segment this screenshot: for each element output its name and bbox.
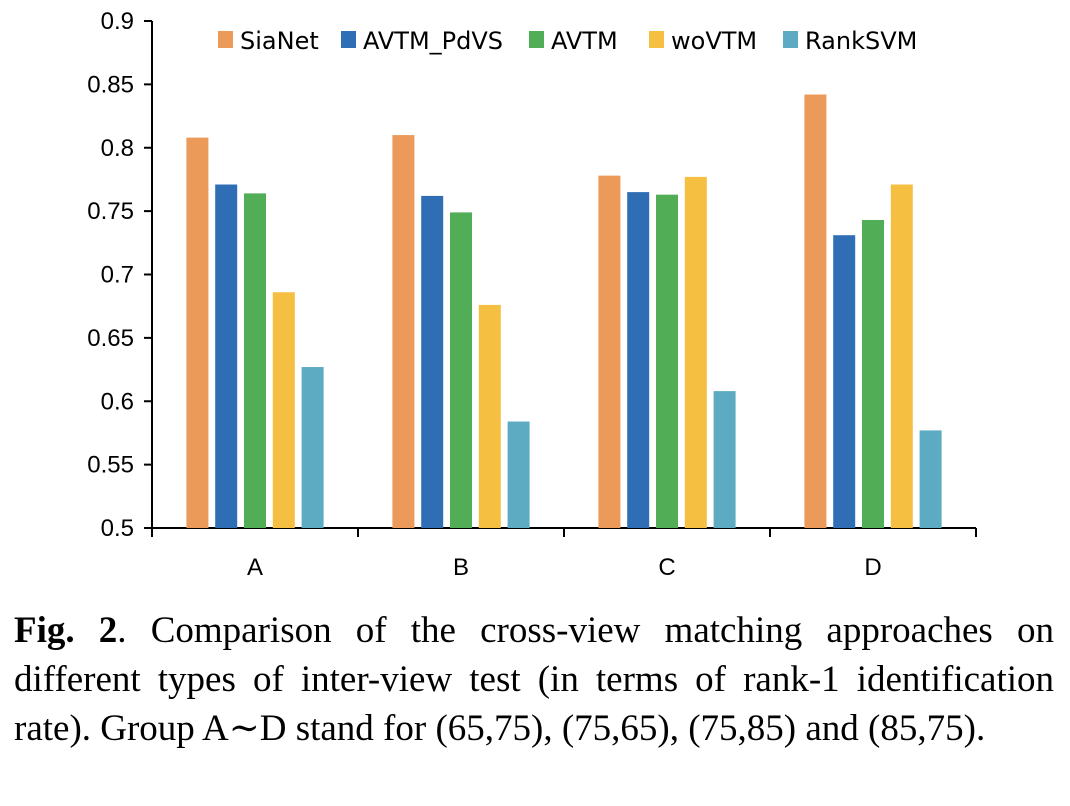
bar-sianet-c — [598, 175, 621, 528]
x-tick-label: A — [247, 554, 263, 581]
y-tick-label: 0.65 — [87, 325, 134, 352]
y-tick-label: 0.55 — [87, 452, 134, 479]
bar-avtm-b — [450, 212, 472, 528]
bar-ranksvm-b — [507, 421, 530, 528]
legend-swatch — [341, 31, 356, 48]
legend-swatch — [783, 31, 798, 48]
x-tick-label: B — [453, 554, 469, 581]
bar-wovtm-b — [478, 304, 501, 528]
legend-swatch — [218, 31, 233, 48]
y-tick-label: 0.85 — [87, 71, 134, 98]
bar-wovtm-d — [890, 184, 913, 528]
y-tick-label: 0.8 — [101, 135, 134, 162]
bar-wovtm-a — [272, 292, 295, 528]
x-tick-label: C — [658, 554, 675, 581]
bars — [186, 94, 942, 529]
legend-label: RankSVM — [805, 27, 917, 55]
legend-label: woVTM — [671, 27, 757, 55]
x-axis: A B C D — [151, 527, 977, 581]
bar-sianet-a — [186, 137, 209, 529]
y-tick-label: 0.5 — [101, 515, 134, 542]
y-tick-label: 0.75 — [87, 198, 134, 225]
y-tick-label: 0.7 — [101, 262, 134, 289]
bar-ranksvm-d — [919, 430, 942, 528]
bar-sianet-b — [392, 135, 415, 528]
bar-avtm-pdvs-c — [627, 192, 650, 529]
bar-avtm-c — [656, 194, 678, 528]
bar-avtm-d — [862, 219, 884, 528]
y-tick-label: 0.6 — [101, 388, 134, 415]
bar-avtm-a — [244, 193, 266, 528]
legend: SiaNet AVTM_PdVS AVTM woVTM RankSVM — [218, 27, 917, 55]
bar-avtm-pdvs-a — [215, 184, 238, 528]
figure-caption: Fig. 2. Comparison of the cross-view mat… — [14, 606, 1054, 753]
bar-sianet-d — [804, 94, 827, 528]
bar-avtm-pdvs-b — [421, 195, 444, 529]
caption-text: . Comparison of the cross-view matching … — [14, 610, 1054, 749]
legend-label: AVTM — [551, 27, 618, 55]
bar-ranksvm-a — [301, 367, 324, 528]
bar-avtm-pdvs-d — [833, 235, 856, 528]
legend-swatch — [649, 31, 664, 48]
y-axis: 0.5 0.55 0.6 0.65 0.7 0.75 0.8 0.85 0.9 — [87, 8, 153, 542]
legend-label: AVTM_PdVS — [363, 27, 503, 55]
legend-label: SiaNet — [240, 27, 319, 55]
bar-ranksvm-c — [713, 391, 736, 528]
y-tick-label: 0.9 — [101, 8, 134, 35]
figure-label: Fig. 2 — [14, 610, 118, 651]
bar-chart: 0.5 0.55 0.6 0.65 0.7 0.75 0.8 0.85 0.9 A B C D Sia… — [87, 8, 977, 581]
x-tick-label: D — [864, 554, 881, 581]
legend-swatch — [529, 31, 544, 48]
bar-wovtm-c — [684, 176, 707, 528]
